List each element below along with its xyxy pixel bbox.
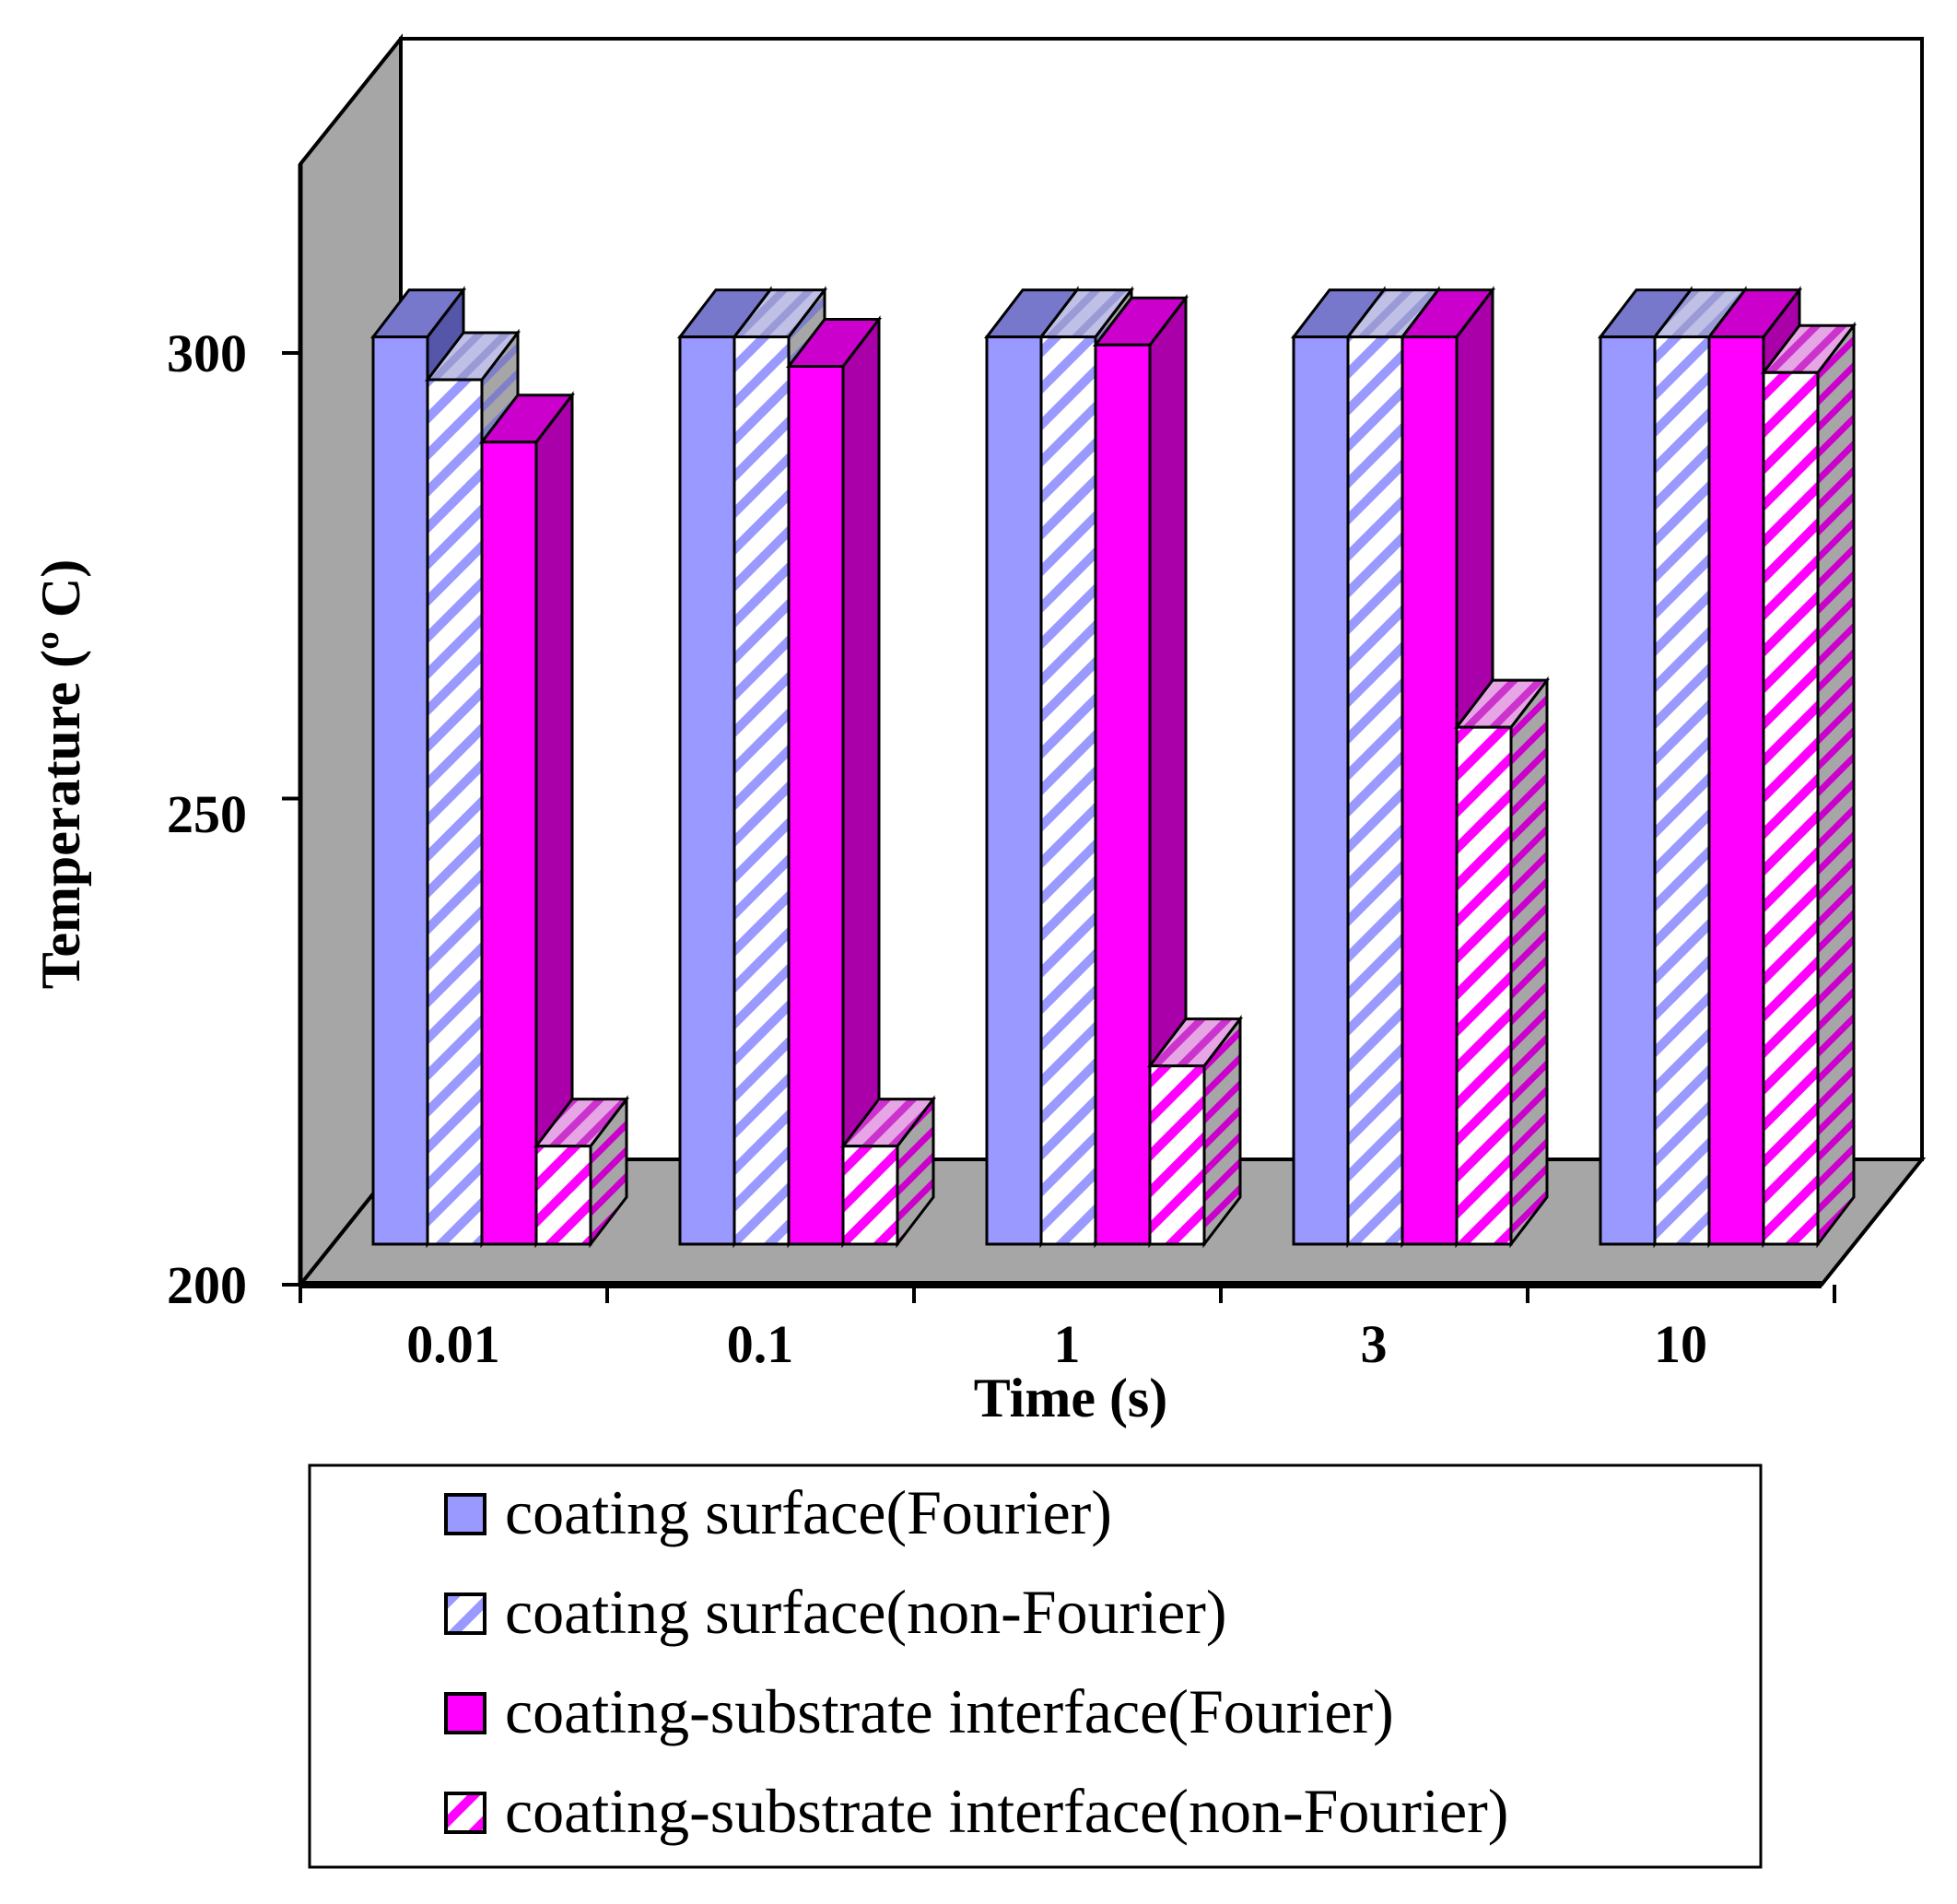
- legend-swatch: [444, 1792, 486, 1834]
- bar-front: [371, 335, 429, 1246]
- legend-swatch: [444, 1593, 486, 1635]
- bar: [1760, 321, 1857, 1249]
- x-tick-label: 1: [1054, 1314, 1081, 1374]
- bar-front: [787, 365, 845, 1246]
- bar-front: [732, 335, 791, 1246]
- bar-front: [1148, 1064, 1206, 1246]
- legend-swatch: [444, 1493, 486, 1535]
- bar-front: [1762, 370, 1820, 1246]
- bar-side: [1509, 676, 1549, 1249]
- legend-label: coating surface(Fourier): [505, 1477, 1112, 1547]
- legend-label: coating-substrate interface(non-Fourier): [505, 1776, 1508, 1846]
- legend-swatch: [444, 1692, 486, 1734]
- bar: [1453, 676, 1551, 1249]
- bar-front: [1292, 335, 1350, 1246]
- x-tick-label: 3: [1361, 1314, 1388, 1374]
- bar: [785, 315, 883, 1249]
- bar: [533, 1095, 630, 1249]
- bar-front: [1400, 335, 1459, 1246]
- bar-front: [534, 1145, 592, 1246]
- bar-front: [1094, 343, 1152, 1246]
- bar-front: [1039, 335, 1097, 1246]
- y-tick-label: 250: [167, 784, 247, 844]
- legend-box: [308, 1463, 1763, 1869]
- x-axis-title: Time (s): [974, 1368, 1168, 1428]
- bar-front: [1653, 335, 1711, 1246]
- bar: [839, 1095, 937, 1249]
- bar: [478, 391, 576, 1249]
- x-tick-label: 0.01: [406, 1314, 500, 1374]
- y-tick-label: 300: [167, 323, 247, 383]
- bar-front: [1346, 335, 1404, 1246]
- bar-front: [1707, 335, 1765, 1246]
- bar-front: [1455, 725, 1513, 1246]
- legend-label: coating surface(non-Fourier): [505, 1577, 1227, 1647]
- bar-front: [426, 378, 484, 1246]
- y-axis-title: Temperature (º C): [30, 559, 91, 989]
- bar-front: [480, 441, 538, 1246]
- bar-front: [678, 335, 736, 1246]
- bar-front: [985, 335, 1043, 1246]
- x-tick-label: 0.1: [727, 1314, 794, 1374]
- x-tick-label: 10: [1654, 1314, 1707, 1374]
- bar-side: [1816, 321, 1856, 1249]
- bar-front: [1599, 335, 1657, 1246]
- bar: [1146, 1015, 1244, 1249]
- legend-label: coating-substrate interface(Fourier): [505, 1676, 1394, 1746]
- bar-front: [841, 1145, 899, 1246]
- bar: [1092, 293, 1189, 1249]
- y-tick-label: 200: [167, 1255, 247, 1315]
